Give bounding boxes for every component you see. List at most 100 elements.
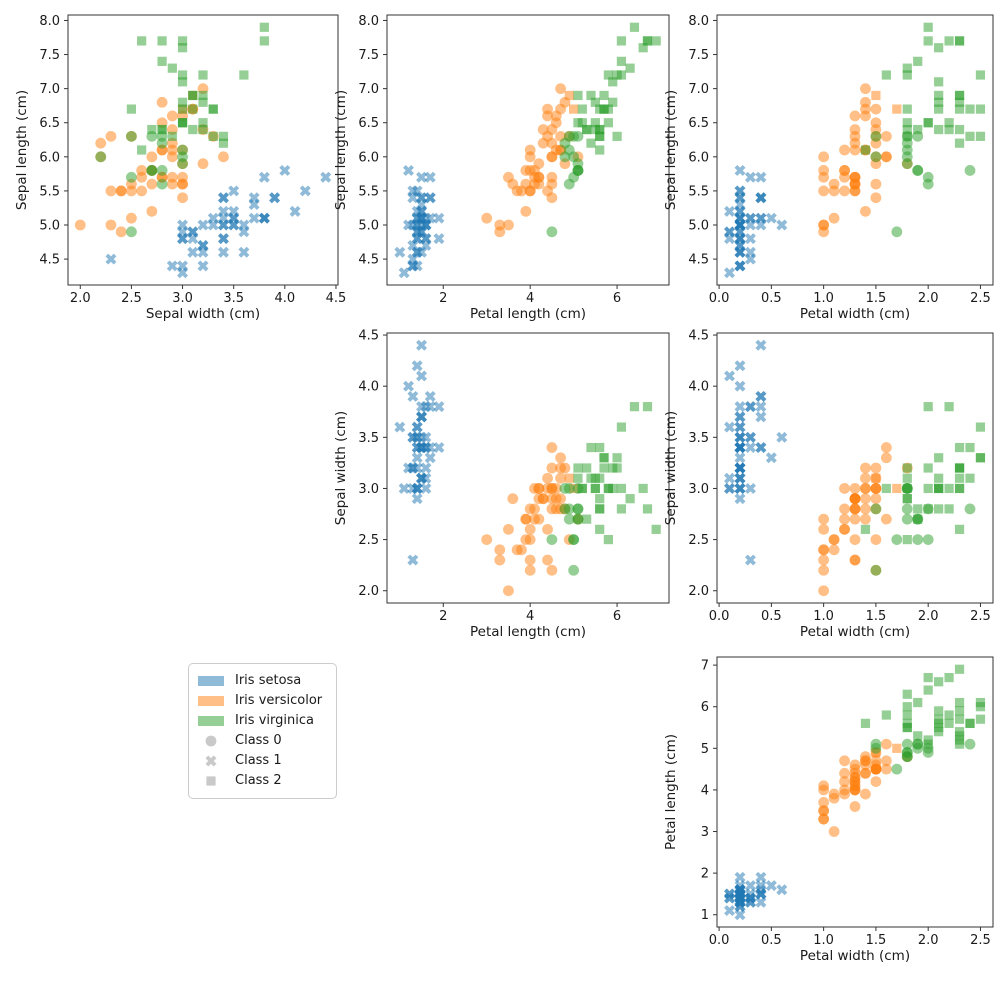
data-point xyxy=(776,219,788,231)
data-point xyxy=(734,219,746,231)
data-point xyxy=(724,421,736,433)
data-point xyxy=(934,124,944,135)
x-tick-label: 4 xyxy=(526,609,534,624)
data-point xyxy=(860,751,871,763)
data-point xyxy=(744,880,756,892)
y-axis-label: Sepal length (cm) xyxy=(14,90,30,210)
data-point xyxy=(167,131,177,141)
data-point xyxy=(577,118,587,128)
data-point xyxy=(902,534,912,545)
data-point xyxy=(744,233,756,245)
data-point xyxy=(74,219,86,231)
data-point xyxy=(891,226,903,238)
x-tick-label: 0.5 xyxy=(761,609,782,624)
data-point xyxy=(433,212,445,224)
data-point xyxy=(595,504,605,514)
data-point xyxy=(913,124,923,135)
data-point xyxy=(524,534,536,545)
legend-label: Class 0 xyxy=(235,733,282,748)
data-point xyxy=(902,473,912,483)
data-point xyxy=(411,493,423,505)
data-point xyxy=(964,165,976,176)
data-point xyxy=(954,138,965,148)
data-point xyxy=(860,110,871,122)
data-point xyxy=(146,151,158,163)
data-point xyxy=(208,131,218,141)
axes-frame xyxy=(386,14,670,286)
data-point xyxy=(870,763,882,775)
legend-circle-marker-icon xyxy=(205,735,217,747)
data-point xyxy=(542,554,553,566)
data-point xyxy=(902,689,912,699)
data-point xyxy=(407,260,419,272)
legend-entry: Class 0 xyxy=(197,731,322,751)
data-point xyxy=(944,36,954,46)
y-tick-label: 4.5 xyxy=(358,253,379,268)
data-point xyxy=(744,219,756,231)
data-point xyxy=(420,462,432,474)
data-point xyxy=(555,493,566,505)
data-point xyxy=(934,97,944,107)
data-point xyxy=(870,776,882,787)
data-point xyxy=(724,892,736,904)
subplot-1: 2 4 6 4.5 5.0 5.5 6.0 6.5 7.0 7.5 8.0 Petal length … xyxy=(333,14,670,322)
data-point xyxy=(923,483,933,494)
data-point xyxy=(734,462,746,474)
data-point xyxy=(559,462,571,474)
data-point xyxy=(126,185,137,197)
y-axis-label: Petal length (cm) xyxy=(663,734,679,850)
data-point xyxy=(582,124,592,135)
data-point xyxy=(944,718,954,728)
data-point xyxy=(818,813,830,825)
x-tick-label: 4.5 xyxy=(326,291,347,306)
data-point xyxy=(228,219,240,231)
data-point xyxy=(744,401,756,413)
data-point xyxy=(975,453,986,463)
data-point xyxy=(902,710,912,720)
y-tick-label: 6.5 xyxy=(358,116,379,131)
data-point xyxy=(901,738,913,750)
data-point xyxy=(586,473,596,483)
data-point xyxy=(839,513,850,525)
data-point xyxy=(394,421,406,433)
data-point xyxy=(568,130,580,142)
data-point xyxy=(411,246,423,258)
data-point xyxy=(818,171,830,183)
data-point xyxy=(828,792,840,804)
x-tick-label: 4 xyxy=(526,291,534,306)
data-point xyxy=(411,219,423,231)
data-point xyxy=(954,524,965,534)
x-tick-label: 0.0 xyxy=(709,933,730,948)
subplot-5: 0.0 0.5 1.0 1.5 2.0 2.5 1 2 3 4 5 6 7 Petal width (cm… xyxy=(663,656,994,964)
data-point xyxy=(870,130,882,142)
data-point xyxy=(546,534,558,545)
data-point xyxy=(880,151,892,163)
data-point xyxy=(734,199,746,211)
x-axis-label: Petal width (cm) xyxy=(800,948,910,964)
legend-x-marker-icon xyxy=(205,755,217,767)
data-point xyxy=(839,755,850,767)
data-point xyxy=(954,124,965,135)
data-point xyxy=(416,472,428,484)
data-point xyxy=(755,212,767,224)
data-point xyxy=(954,90,965,101)
data-point xyxy=(975,714,986,724)
x-tick-label: 2.0 xyxy=(70,291,91,306)
data-point xyxy=(934,677,944,687)
data-point xyxy=(166,110,178,122)
data-point xyxy=(542,185,553,197)
data-point xyxy=(870,738,882,750)
data-point xyxy=(860,767,871,779)
legend-patch-icon xyxy=(198,716,224,726)
legend-entry: Class 2 xyxy=(197,771,322,791)
data-point xyxy=(420,401,432,413)
y-axis-label: Sepal length (cm) xyxy=(663,90,679,210)
y-tick-label: 4.5 xyxy=(688,329,709,344)
data-point xyxy=(177,104,188,114)
data-point xyxy=(228,185,240,197)
data-point xyxy=(954,36,965,46)
data-point xyxy=(208,104,218,114)
data-point xyxy=(734,442,746,454)
data-point xyxy=(520,513,532,525)
data-point xyxy=(572,513,584,525)
